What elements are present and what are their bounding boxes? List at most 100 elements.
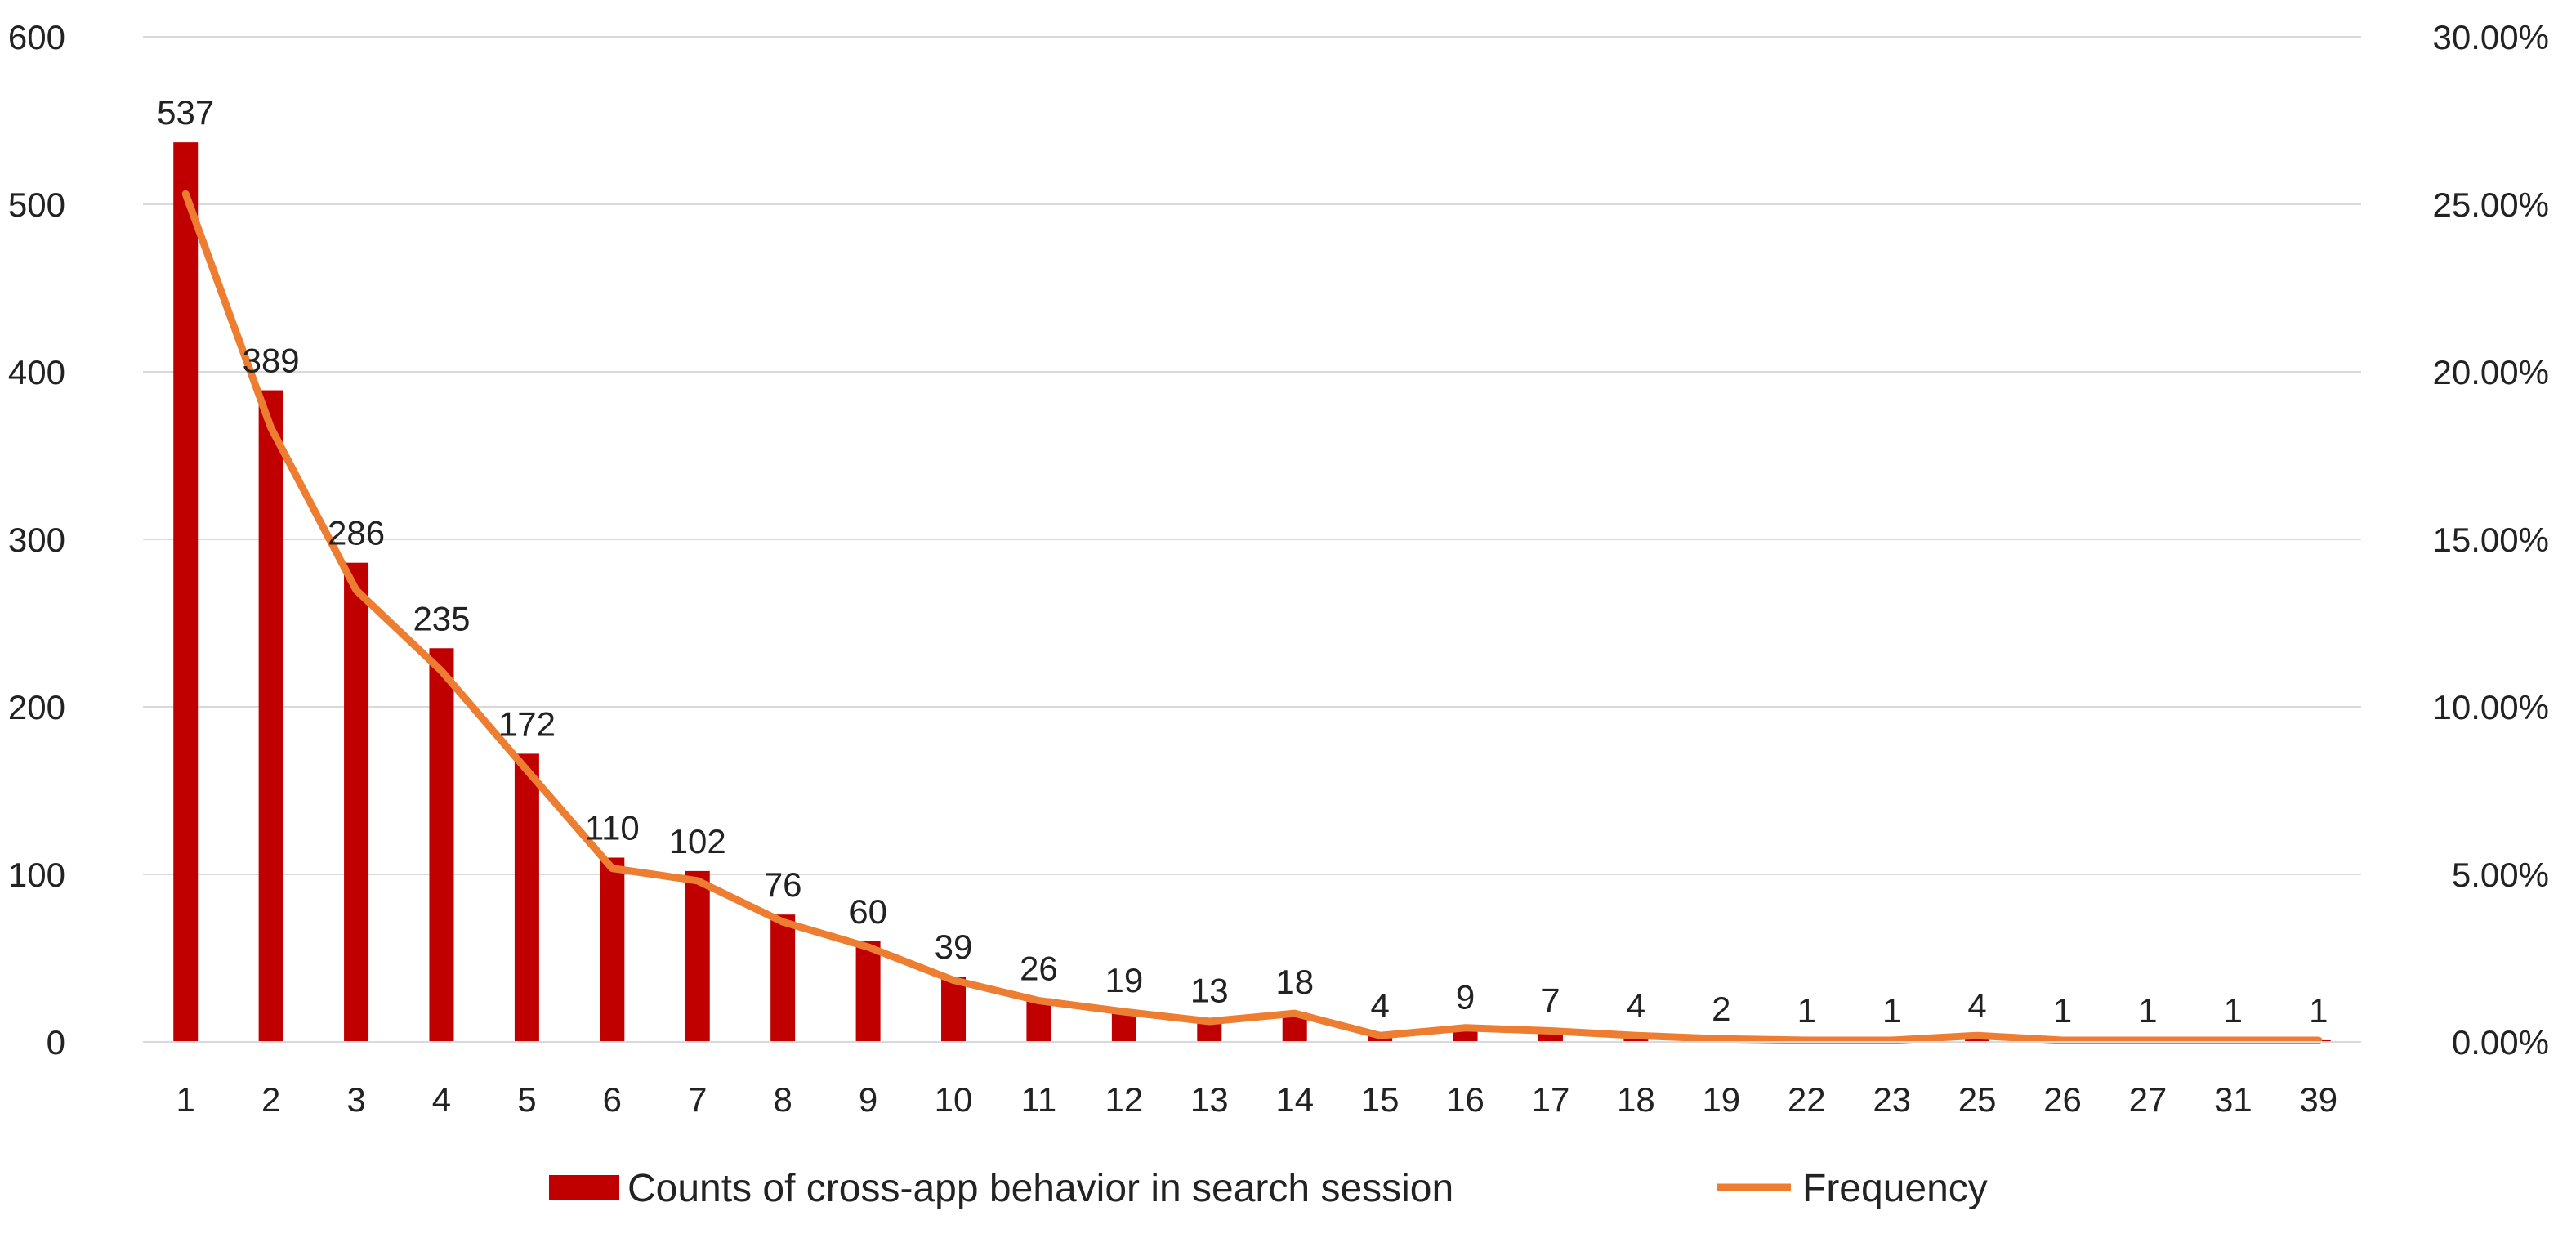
y-tick-label: 300: [8, 521, 65, 559]
x-tick-label: 2: [261, 1080, 280, 1119]
bar: [173, 142, 199, 1042]
frequency-point: [953, 980, 954, 981]
x-tick-label: 25: [1958, 1080, 1997, 1119]
y2-tick-label: 0.00%: [2452, 1023, 2549, 1061]
x-tick-label: 18: [1617, 1080, 1655, 1119]
x-tick-label: 23: [1873, 1080, 1911, 1119]
frequency-point: [2062, 1039, 2064, 1041]
data-labels: 537 389 286 235 172 110 102 76 60 39 26 19 13 18 4 9 7 4 2…: [157, 93, 2328, 1030]
legend-label-frequency: Frequency: [1802, 1167, 1988, 1210]
y-tick-label: 100: [8, 856, 65, 894]
frequency-point: [1550, 1030, 1551, 1031]
bar-value-label: 76: [764, 865, 802, 904]
bar-value-label: 235: [413, 599, 470, 637]
x-tick-label: 5: [517, 1080, 536, 1119]
bar-value-label: 2: [1712, 990, 1730, 1028]
bar-value-label: 389: [243, 342, 300, 380]
frequency-point: [1294, 1012, 1296, 1014]
x-axis: 1 2 3 4 5 6 7 8 9 10 11 12 13 14 15 16 17 18 19 22 23 25 26 27 3…: [143, 1041, 2361, 1119]
x-tick-label: 22: [1788, 1080, 1826, 1119]
x-tick-label: 11: [1021, 1080, 1057, 1119]
frequency-point: [782, 921, 784, 923]
x-tick-label: 4: [432, 1080, 451, 1119]
frequency-point: [2147, 1039, 2149, 1041]
x-tick-label: 31: [2214, 1080, 2252, 1119]
bar: [855, 941, 881, 1042]
frequency-point: [2318, 1039, 2319, 1041]
bar-value-label: 26: [1020, 950, 1058, 988]
frequency-point: [270, 427, 272, 428]
frequency-point: [1806, 1039, 1807, 1041]
x-tick-label: 3: [346, 1080, 365, 1119]
x-tick-label: 1: [176, 1080, 195, 1119]
frequency-point: [1038, 1000, 1039, 1002]
bar-value-label: 1: [1882, 991, 1901, 1030]
bar: [600, 857, 625, 1042]
frequency-point: [526, 769, 528, 771]
frequency-point: [355, 589, 357, 591]
bar: [1026, 998, 1051, 1042]
x-tick-label: 26: [2043, 1080, 2082, 1119]
bar-value-label: 1: [2309, 991, 2328, 1030]
bar: [685, 870, 710, 1042]
frequency-point: [440, 670, 442, 672]
x-tick-label: 12: [1105, 1080, 1144, 1119]
x-tick-label: 9: [859, 1080, 877, 1119]
frequency-point: [611, 868, 613, 869]
legend-swatch-counts: [549, 1175, 619, 1200]
right-y-axis: 0.00% 5.00% 10.00% 15.00% 20.00% 25.00% 30.00%: [2433, 18, 2549, 1061]
frequency-point: [1976, 1035, 1978, 1036]
bar: [941, 977, 967, 1042]
bar-value-label: 1: [2224, 991, 2243, 1030]
x-tick-label: 6: [603, 1080, 622, 1119]
x-tick-label: 10: [935, 1080, 973, 1119]
bar-value-label: 286: [328, 514, 385, 552]
frequency-point: [2232, 1039, 2234, 1041]
bar: [429, 648, 454, 1042]
bar-value-label: 537: [157, 93, 214, 132]
x-tick-label: 14: [1275, 1080, 1314, 1119]
frequency-line: [181, 190, 2323, 1044]
x-tick-label: 16: [1446, 1080, 1484, 1119]
bar: [514, 753, 539, 1042]
bar-value-label: 102: [669, 822, 726, 860]
bar-value-label: 13: [1190, 971, 1229, 1009]
y2-tick-label: 10.00%: [2433, 688, 2549, 726]
bar-value-label: 1: [1797, 991, 1816, 1030]
x-tick-label: 17: [1532, 1080, 1570, 1119]
y-tick-label: 500: [8, 185, 65, 224]
bar-value-label: 60: [849, 892, 887, 931]
y-tick-label: 200: [8, 688, 65, 726]
x-tick-label: 13: [1190, 1080, 1229, 1119]
x-tick-label: 19: [1702, 1080, 1740, 1119]
x-tick-label: 7: [688, 1080, 707, 1119]
y-tick-label: 400: [8, 353, 65, 391]
bar-value-label: 1: [2138, 991, 2157, 1030]
frequency-point: [1379, 1035, 1381, 1036]
left-y-axis: 0 100 200 300 400 500 600: [8, 18, 65, 1061]
x-tick-label: 15: [1361, 1080, 1400, 1119]
gridlines: [143, 36, 2361, 1043]
x-tick-label: 8: [773, 1080, 792, 1119]
bar-value-label: 1: [2053, 991, 2072, 1030]
bar: [770, 914, 796, 1042]
x-tick-label: 39: [2299, 1080, 2337, 1119]
bar-value-label: 172: [498, 704, 556, 743]
legend: Counts of cross-app behavior in search s…: [549, 1167, 1988, 1210]
bar-value-label: 7: [1541, 981, 1560, 1020]
y2-tick-label: 30.00%: [2433, 18, 2549, 56]
bar-value-label: 4: [1967, 986, 1986, 1025]
y2-tick-label: 20.00%: [2433, 353, 2549, 391]
legend-label-counts: Counts of cross-app behavior in search s…: [627, 1167, 1453, 1210]
bar-value-label: 4: [1627, 986, 1645, 1025]
x-tick-label: 27: [2129, 1080, 2168, 1119]
y-tick-label: 600: [8, 18, 65, 56]
frequency-point: [1465, 1027, 1467, 1029]
bar-value-label: 18: [1275, 963, 1314, 1001]
bar-value-label: 110: [585, 809, 640, 847]
bar-series: [173, 142, 2331, 1042]
frequency-point: [697, 880, 699, 882]
y-tick-label: 0: [47, 1023, 65, 1061]
